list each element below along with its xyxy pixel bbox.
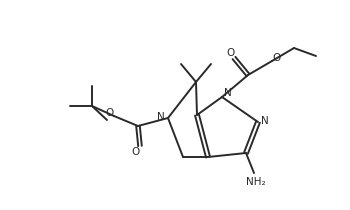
Text: NH₂: NH₂	[246, 177, 266, 187]
Text: N: N	[157, 112, 165, 122]
Text: N: N	[224, 88, 232, 98]
Text: O: O	[273, 53, 281, 63]
Text: O: O	[105, 108, 113, 118]
Text: O: O	[132, 147, 140, 157]
Text: O: O	[227, 48, 235, 58]
Text: N: N	[261, 116, 269, 126]
